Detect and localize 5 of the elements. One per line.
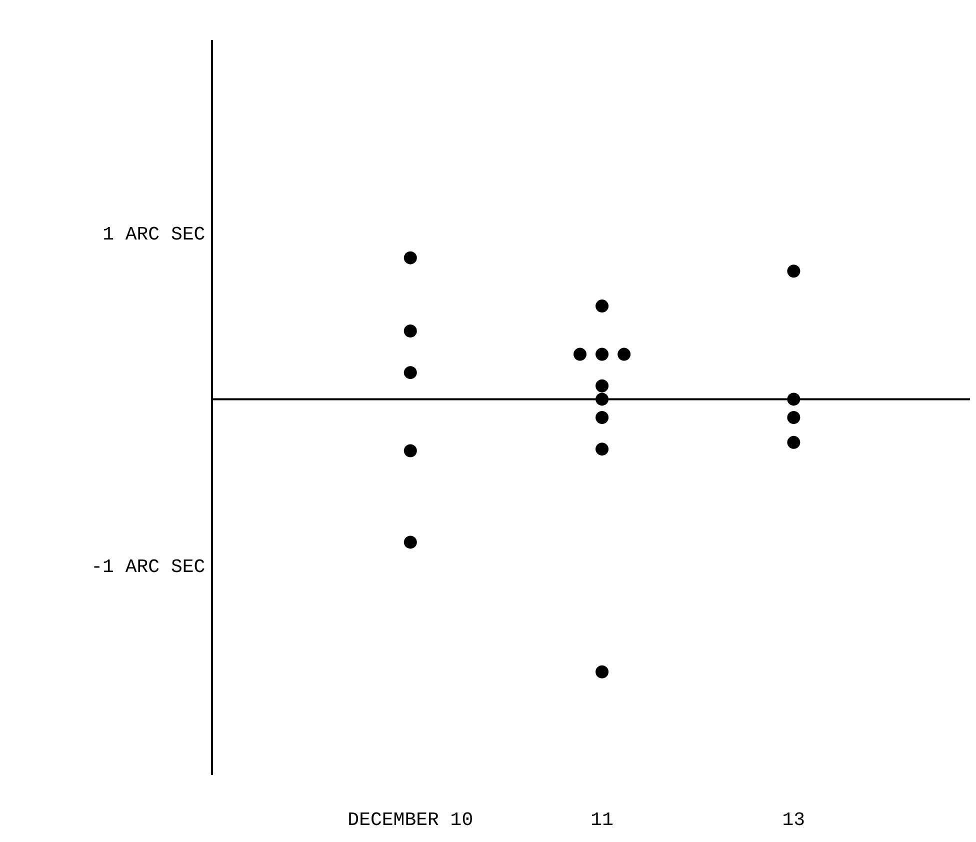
y-tick-label: 1 ARC SEC — [102, 224, 206, 246]
y-tick-label: -1 ARC SEC — [91, 556, 206, 578]
x-tick-label: 13 — [782, 809, 806, 831]
x-tick-label: 11 — [590, 809, 614, 831]
x-tick-label: DECEMBER 10 — [348, 809, 474, 831]
